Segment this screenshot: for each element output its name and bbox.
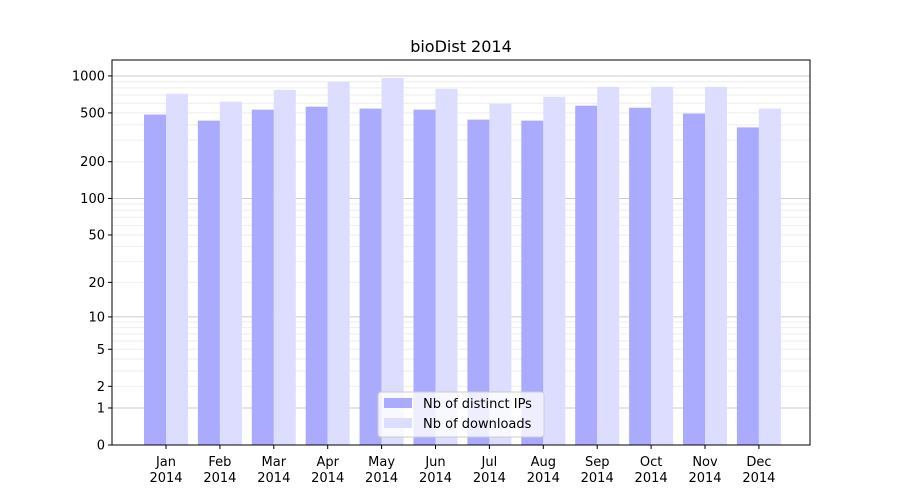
y-tick-label: 10	[88, 310, 105, 325]
y-tick-label: 500	[80, 106, 105, 121]
x-tick-label: Nov 2014	[688, 455, 721, 486]
legend-swatch	[384, 418, 412, 428]
bar-distinct-ips	[359, 108, 382, 445]
bar-distinct-ips	[629, 107, 652, 446]
y-tick-label: 50	[88, 228, 105, 243]
bar-downloads	[543, 96, 566, 445]
y-tick-label: 0	[97, 439, 105, 454]
y-tick-label: 20	[88, 276, 105, 291]
chart-title: bioDist 2014	[410, 37, 512, 56]
y-tick-label: 200	[80, 155, 105, 170]
bar-distinct-ips	[251, 109, 274, 446]
bar-distinct-ips	[683, 113, 705, 445]
legend-box	[377, 391, 545, 438]
y-tick-label: 100	[80, 192, 105, 207]
x-tick-label: Sep 2014	[581, 455, 614, 486]
bar-downloads	[758, 108, 781, 445]
bar-downloads	[381, 77, 404, 445]
legend-swatch	[384, 398, 412, 408]
x-tick-label: Feb 2014	[203, 455, 236, 486]
bar-distinct-ips	[305, 106, 328, 445]
x-tick-label: Mar 2014	[257, 455, 290, 486]
bar-distinct-ips	[467, 119, 490, 445]
legend-label: Nb of distinct IPs	[423, 397, 532, 412]
bar-downloads	[489, 103, 512, 446]
legend: Nb of distinct IPs Nb of downloads	[377, 391, 545, 438]
bar-downloads	[327, 81, 350, 445]
y-tick-label: 2	[97, 380, 105, 395]
bar-distinct-ips	[413, 109, 436, 446]
x-tick-label: Jan 2014	[149, 455, 182, 486]
bar-downloads	[273, 89, 296, 446]
bar-downloads	[651, 86, 674, 445]
x-tick-label: Aug 2014	[527, 455, 560, 486]
y-tick-label: 5	[97, 343, 105, 358]
bar-distinct-ips	[144, 114, 166, 446]
x-tick-label: Jul 2014	[473, 455, 506, 486]
bar-downloads	[435, 88, 458, 445]
x-tick-label: Apr 2014	[311, 455, 344, 486]
bar-downloads	[705, 86, 727, 445]
x-tick-label: May 2014	[365, 455, 398, 486]
bar-distinct-ips	[197, 120, 220, 446]
plot-frame	[111, 59, 811, 446]
x-tick-label: Jun 2014	[419, 455, 452, 486]
y-tick-label: 1000	[72, 69, 105, 84]
bar-downloads	[219, 101, 242, 445]
bar-downloads	[166, 93, 188, 445]
x-tick-label: Dec 2014	[742, 455, 775, 486]
bar-distinct-ips	[575, 105, 598, 445]
bar-distinct-ips	[521, 120, 544, 446]
x-tick-label: Oct 2014	[635, 455, 668, 486]
bar-distinct-ips	[736, 127, 759, 446]
bar-downloads	[597, 86, 620, 445]
legend-label: Nb of downloads	[423, 417, 532, 432]
y-tick-label: 1	[97, 401, 105, 416]
